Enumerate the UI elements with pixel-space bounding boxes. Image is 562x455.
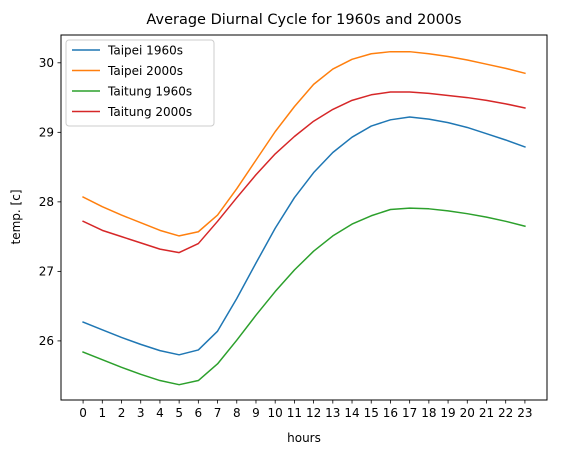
x-tick-label: 1 (98, 406, 106, 420)
x-tick-label: 4 (156, 406, 164, 420)
legend-label-2: Taipei 2000s (107, 64, 183, 78)
x-tick-label: 14 (344, 406, 359, 420)
x-tick-label: 20 (460, 406, 475, 420)
series-line-1 (82, 116, 526, 356)
y-tick-label: 26 (39, 334, 54, 348)
x-axis-label: hours (287, 431, 321, 445)
x-tick-label: 7 (214, 406, 222, 420)
x-tick-label: 11 (287, 406, 302, 420)
x-tick-label: 10 (268, 406, 283, 420)
x-tick-label: 3 (137, 406, 145, 420)
x-tick-label: 23 (517, 406, 532, 420)
x-tick-label: 0 (79, 406, 87, 420)
y-axis: 26 27 28 29 30 (39, 56, 61, 348)
legend-label-3: Taitung 1960s (107, 84, 192, 98)
series-line-4 (82, 91, 526, 254)
x-tick-label: 13 (325, 406, 340, 420)
x-tick-label: 16 (383, 406, 398, 420)
x-tick-label: 8 (233, 406, 241, 420)
y-tick-label: 29 (39, 126, 54, 140)
x-tick-label: 5 (175, 406, 183, 420)
x-tick-label: 19 (440, 406, 455, 420)
x-tick-label: 22 (498, 406, 513, 420)
x-tick-label: 21 (479, 406, 494, 420)
plot-area-frame (60, 34, 548, 401)
x-tick-label: 15 (364, 406, 379, 420)
y-tick-label: 30 (39, 56, 54, 70)
legend: Taipei 1960s Taipei 2000s Taitung 1960s Tai… (65, 39, 215, 127)
x-tick-label: 12 (306, 406, 321, 420)
series-line-3 (82, 207, 526, 386)
chart-title: Average Diurnal Cycle for 1960s and 2000… (146, 12, 461, 28)
y-axis-label: temp. [c] (9, 190, 23, 245)
legend-label-1: Taipei 1960s (107, 43, 183, 57)
y-tick-label: 27 (39, 265, 54, 279)
series-lines (82, 50, 526, 386)
y-tick-label: 28 (39, 195, 54, 209)
x-axis: 0 1 2 3 4 5 6 7 8 9 10 11 12 13 14 15 16 17 18 19 20 21 22 23 (79, 400, 533, 420)
legend-box (65, 39, 215, 127)
x-tick-label: 18 (421, 406, 436, 420)
x-tick-label: 2 (118, 406, 126, 420)
series-line-2 (82, 50, 526, 237)
legend-label-4: Taitung 2000s (107, 105, 192, 119)
x-tick-label: 6 (195, 406, 203, 420)
x-tick-label: 9 (252, 406, 260, 420)
x-tick-label: 17 (402, 406, 417, 420)
